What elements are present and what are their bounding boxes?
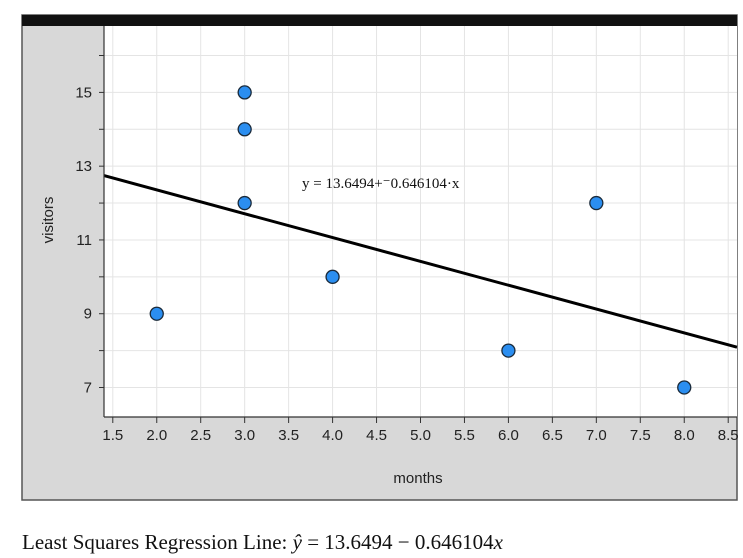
- x-tick-label: 6.0: [498, 427, 519, 444]
- x-tick-label: 2.0: [146, 427, 167, 444]
- y-tick-label: 11: [76, 232, 92, 249]
- y-axis-title: visitors: [40, 197, 57, 244]
- x-tick-label: 8.0: [674, 427, 695, 444]
- caption-var: x: [493, 530, 503, 554]
- regression-caption: Least Squares Regression Line: ŷ = 13.64…: [22, 530, 503, 555]
- data-point[interactable]: [237, 85, 252, 100]
- data-point[interactable]: [237, 195, 252, 211]
- data-point[interactable]: [237, 122, 252, 137]
- x-tick-label: 2.5: [190, 427, 211, 444]
- x-tick-label: 3.5: [278, 427, 299, 444]
- x-tick-label: 8.5: [718, 427, 739, 444]
- x-tick-label: 1.5: [102, 427, 123, 444]
- grid: [104, 26, 737, 417]
- regression-layer: [103, 174, 738, 349]
- caption-yhat: ŷ: [292, 530, 302, 554]
- y-tick-label: 7: [84, 379, 92, 396]
- data-point[interactable]: [325, 269, 340, 284]
- x-tick-label: 7.5: [630, 427, 651, 444]
- data-point[interactable]: [589, 195, 604, 211]
- tick-labels: 1.5 2.0 2.5 3.0 3.5 4.0 4.5 5.0 5.5 6.0 6.5 7.0 7.5 8…: [75, 84, 738, 444]
- regression-line: [103, 174, 738, 349]
- x-axis-title: months: [393, 470, 442, 487]
- y-tick-label: 15: [75, 84, 92, 101]
- x-tick-label: 4.5: [366, 427, 387, 444]
- points-layer: [149, 85, 692, 395]
- data-point[interactable]: [501, 343, 516, 358]
- x-tick-label: 3.0: [234, 427, 255, 444]
- x-tick-label: 6.5: [542, 427, 563, 444]
- y-tick-label: 9: [84, 306, 92, 323]
- caption-prefix: Least Squares Regression Line:: [22, 530, 293, 554]
- x-tick-label: 5.0: [410, 427, 431, 444]
- x-tick-label: 4.0: [322, 427, 343, 444]
- data-point[interactable]: [677, 380, 692, 395]
- y-tick-label: 13: [75, 158, 92, 175]
- axes: [99, 26, 737, 423]
- title-bar: [22, 15, 737, 26]
- regression-equation-label: y = 13.6494+⁻0.646104·x: [302, 176, 460, 192]
- x-tick-label: 5.5: [454, 427, 475, 444]
- x-tick-label: 7.0: [586, 427, 607, 444]
- caption-equation: = 13.6494 − 0.646104: [301, 530, 494, 554]
- data-point[interactable]: [149, 306, 164, 321]
